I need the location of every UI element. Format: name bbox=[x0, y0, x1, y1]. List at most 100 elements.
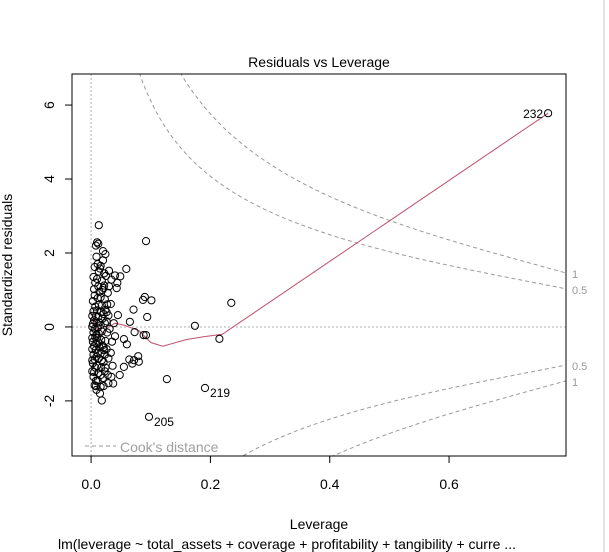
data-point bbox=[110, 332, 120, 341]
data-point bbox=[88, 367, 97, 376]
y-tick-label: 0 bbox=[41, 323, 57, 331]
data-point bbox=[162, 375, 171, 384]
data-point bbox=[143, 312, 152, 322]
data-point bbox=[90, 285, 99, 294]
points-layer bbox=[88, 109, 553, 421]
data-point bbox=[112, 284, 121, 293]
data-point bbox=[97, 396, 106, 405]
data-point bbox=[119, 362, 129, 371]
data-point bbox=[138, 295, 148, 304]
data-point bbox=[99, 284, 108, 293]
data-point bbox=[544, 109, 553, 118]
data-point bbox=[122, 264, 131, 273]
y-tick-label: 2 bbox=[41, 249, 57, 257]
data-point bbox=[93, 333, 102, 343]
data-point bbox=[94, 239, 103, 248]
data-point bbox=[129, 305, 138, 314]
data-point bbox=[92, 352, 101, 361]
point-label-219: 219 bbox=[210, 386, 230, 400]
data-point bbox=[93, 306, 102, 315]
data-point bbox=[227, 298, 236, 307]
y-axis-label: Standardized residuals bbox=[0, 194, 15, 336]
data-point bbox=[100, 269, 109, 278]
x-axis: 0.0 0.2 0.4 0.6 bbox=[81, 456, 459, 492]
legend-label: Cook's distance bbox=[120, 439, 219, 455]
cooks-level-label: 1 bbox=[572, 377, 578, 389]
point-label-232: 232 bbox=[523, 107, 543, 121]
data-point bbox=[115, 370, 124, 380]
data-point bbox=[113, 311, 123, 320]
data-point bbox=[122, 340, 132, 349]
x-axis-label: Leverage bbox=[290, 516, 349, 532]
data-point bbox=[125, 355, 134, 364]
model-formula-subtitle: lm(leverage ~ total_assets + coverage + … bbox=[58, 536, 516, 552]
x-tick-label: 0.2 bbox=[201, 476, 221, 492]
data-point bbox=[91, 382, 101, 391]
data-point bbox=[88, 311, 97, 320]
data-point bbox=[92, 252, 101, 261]
chart-title: Residuals vs Leverage bbox=[248, 54, 390, 70]
reference-lines bbox=[72, 74, 566, 456]
data-point bbox=[103, 328, 112, 337]
data-point bbox=[97, 308, 106, 317]
cooks-level-label: 0.5 bbox=[572, 361, 587, 373]
legend: Cook's distance bbox=[85, 439, 219, 455]
data-point bbox=[93, 361, 102, 370]
data-point bbox=[98, 285, 107, 295]
cooks-curve-0.5-lower bbox=[241, 364, 566, 456]
data-point bbox=[102, 308, 111, 317]
cooks-curve-1-upper bbox=[180, 74, 566, 274]
data-point bbox=[190, 321, 199, 330]
smoother-layer bbox=[90, 112, 549, 347]
data-point bbox=[100, 295, 109, 304]
cooks-curve-0.5-upper bbox=[139, 74, 566, 290]
data-point bbox=[94, 338, 103, 347]
x-tick-label: 0.6 bbox=[439, 476, 459, 492]
data-point bbox=[107, 337, 117, 346]
x-tick-label: 0.0 bbox=[81, 476, 101, 492]
data-point bbox=[92, 339, 101, 348]
data-point bbox=[96, 293, 105, 302]
data-point bbox=[109, 319, 118, 328]
data-point bbox=[106, 299, 115, 309]
point-label-205: 205 bbox=[154, 415, 174, 429]
data-point bbox=[103, 300, 112, 309]
data-point bbox=[110, 271, 120, 280]
cooks-level-label: 1 bbox=[572, 269, 578, 281]
data-point bbox=[90, 262, 99, 272]
data-point bbox=[92, 319, 101, 328]
data-point bbox=[88, 359, 98, 368]
data-point bbox=[106, 348, 115, 357]
data-point bbox=[107, 372, 116, 381]
data-point bbox=[100, 319, 109, 328]
y-tick-label: 4 bbox=[41, 175, 57, 183]
x-tick-label: 0.4 bbox=[320, 476, 340, 492]
y-tick-label: 6 bbox=[41, 101, 57, 109]
data-point bbox=[147, 296, 156, 305]
y-tick-label: -2 bbox=[41, 394, 57, 407]
data-point bbox=[130, 328, 139, 337]
data-point bbox=[89, 307, 98, 316]
data-point bbox=[141, 237, 151, 246]
data-point bbox=[134, 357, 143, 366]
data-point bbox=[93, 274, 102, 283]
data-point bbox=[215, 334, 224, 343]
cooks-level-label: 0.5 bbox=[572, 285, 587, 297]
data-point bbox=[125, 317, 134, 326]
data-point bbox=[101, 271, 111, 280]
data-point bbox=[96, 321, 105, 330]
data-point bbox=[116, 272, 125, 281]
y-axis: -2 0 2 4 6 bbox=[41, 101, 72, 407]
data-point bbox=[94, 221, 103, 230]
point-labels-layer: 232 219 205 bbox=[154, 107, 543, 429]
data-point bbox=[108, 361, 117, 370]
data-point bbox=[144, 412, 154, 421]
loess-smoother-line bbox=[90, 112, 549, 347]
data-point bbox=[88, 345, 97, 354]
data-point bbox=[95, 389, 105, 398]
cooks-distance-curves bbox=[139, 74, 566, 456]
data-point bbox=[139, 331, 148, 340]
data-point bbox=[91, 241, 101, 250]
